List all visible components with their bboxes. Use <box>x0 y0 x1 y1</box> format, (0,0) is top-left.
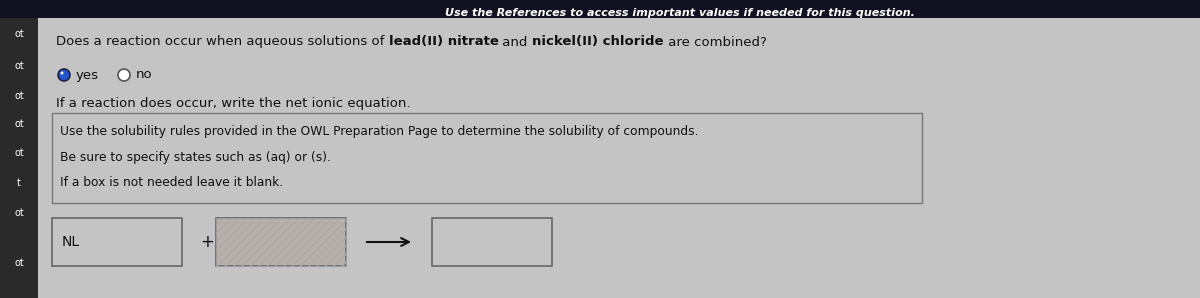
Bar <box>38 198 1200 228</box>
Bar <box>216 218 346 266</box>
Bar <box>0 110 38 138</box>
Text: Does a reaction occur when aqueous solutions of: Does a reaction occur when aqueous solut… <box>56 35 389 49</box>
Text: nickel(II) chloride: nickel(II) chloride <box>532 35 664 49</box>
Bar <box>0 18 38 50</box>
Text: ot: ot <box>14 119 24 129</box>
Bar <box>38 228 1200 298</box>
Text: +: + <box>200 233 214 251</box>
Text: Be sure to specify states such as (aq) or (s).: Be sure to specify states such as (aq) o… <box>60 151 331 164</box>
Text: ot: ot <box>14 29 24 39</box>
Text: ot: ot <box>14 91 24 101</box>
Bar <box>216 218 346 266</box>
Bar <box>38 168 1200 198</box>
Text: If a reaction does occur, write the net ionic equation.: If a reaction does occur, write the net … <box>56 97 410 109</box>
Bar <box>52 113 922 203</box>
Bar <box>0 138 38 168</box>
Bar <box>38 138 1200 168</box>
Bar <box>0 0 1200 18</box>
Bar <box>52 218 182 266</box>
Text: ot: ot <box>14 208 24 218</box>
Circle shape <box>58 69 70 81</box>
Text: are combined?: are combined? <box>664 35 767 49</box>
Bar <box>0 198 38 228</box>
Text: and: and <box>498 35 532 49</box>
Text: lead(II) nitrate: lead(II) nitrate <box>389 35 498 49</box>
Bar <box>38 82 1200 110</box>
Text: no: no <box>136 69 152 81</box>
Text: ot: ot <box>14 148 24 158</box>
Bar <box>432 218 552 266</box>
Bar <box>38 18 1200 50</box>
Circle shape <box>118 69 130 81</box>
Bar <box>0 168 38 198</box>
Text: t: t <box>17 178 20 188</box>
Text: ot: ot <box>14 61 24 71</box>
Text: ot: ot <box>14 258 24 268</box>
Bar <box>38 110 1200 138</box>
Bar <box>0 228 38 298</box>
Text: NL: NL <box>62 235 80 249</box>
Text: yes: yes <box>76 69 98 81</box>
Bar <box>0 50 38 82</box>
Bar <box>0 82 38 110</box>
Text: Use the References to access important values if needed for this question.: Use the References to access important v… <box>445 8 914 18</box>
Text: Use the solubility rules provided in the OWL Preparation Page to determine the s: Use the solubility rules provided in the… <box>60 125 698 137</box>
Bar <box>38 50 1200 82</box>
Text: If a box is not needed leave it blank.: If a box is not needed leave it blank. <box>60 176 283 190</box>
Circle shape <box>60 72 64 74</box>
